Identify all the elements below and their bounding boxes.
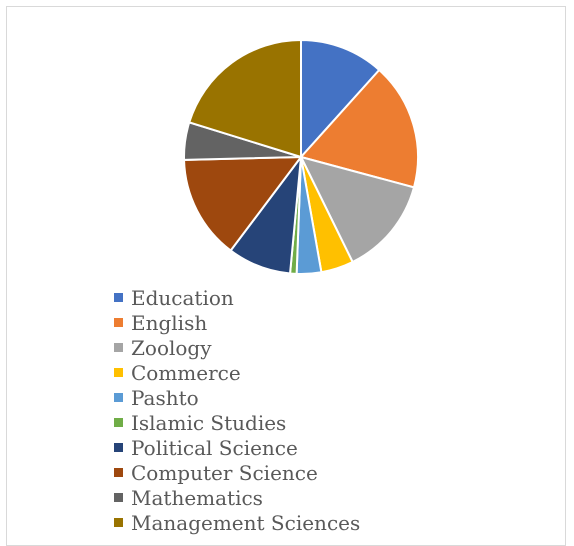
legend-swatch	[114, 393, 123, 402]
legend-item-zoology: Zoology	[114, 335, 360, 360]
legend: Education English Zoology Commerce Pashto Isl…	[114, 285, 360, 535]
pie-chart	[183, 38, 419, 275]
pie-slice-management-sciences	[187, 38, 302, 159]
legend-label: Zoology	[131, 335, 212, 360]
legend-label: Management Sciences	[131, 510, 361, 535]
legend-label: Education	[131, 285, 234, 310]
legend-item-education: Education	[114, 285, 360, 310]
legend-swatch	[114, 343, 123, 352]
legend-swatch	[114, 468, 123, 477]
legend-label: English	[131, 310, 208, 335]
legend-swatch	[114, 518, 123, 527]
legend-item-islamic-studies: Islamic Studies	[114, 410, 360, 435]
legend-swatch	[114, 318, 123, 327]
legend-label: Computer Science	[131, 460, 318, 485]
legend-label: Pashto	[131, 385, 199, 410]
legend-item-management-sciences: Management Sciences	[114, 510, 360, 535]
legend-item-mathematics: Mathematics	[114, 485, 360, 510]
legend-label: Political Science	[131, 435, 298, 460]
legend-swatch	[114, 293, 123, 302]
legend-swatch	[114, 493, 123, 502]
legend-label: Mathematics	[131, 485, 263, 510]
legend-label: Commerce	[131, 360, 241, 385]
legend-item-pashto: Pashto	[114, 385, 360, 410]
legend-swatch	[114, 368, 123, 377]
legend-item-computer-science: Computer Science	[114, 460, 360, 485]
legend-item-english: English	[114, 310, 360, 335]
pie-slice-zoology	[299, 155, 416, 264]
legend-swatch	[114, 443, 123, 452]
pie-slice-education	[300, 38, 381, 160]
legend-item-commerce: Commerce	[114, 360, 360, 385]
legend-label: Islamic Studies	[131, 410, 287, 435]
pie-slice-english	[299, 68, 419, 189]
pie-slice-computer-science	[183, 155, 304, 252]
legend-item-political-science: Political Science	[114, 435, 360, 460]
legend-swatch	[114, 418, 123, 427]
